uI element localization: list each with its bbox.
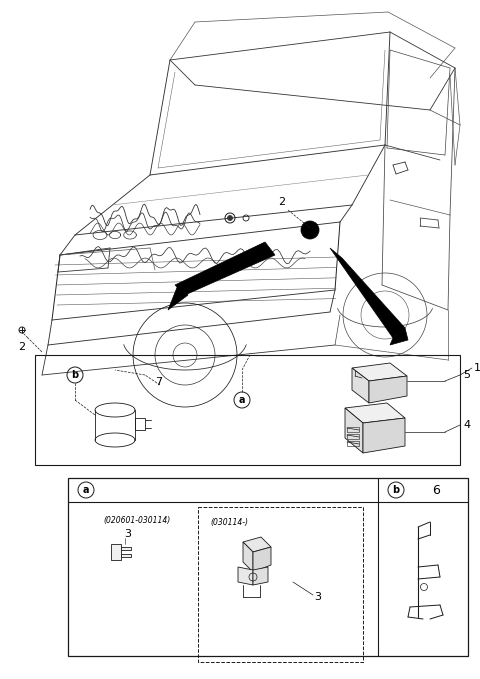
Bar xyxy=(347,427,359,432)
Polygon shape xyxy=(363,418,405,453)
Polygon shape xyxy=(243,542,253,572)
Polygon shape xyxy=(352,363,407,381)
Bar xyxy=(347,441,359,446)
Text: b: b xyxy=(393,485,399,495)
Bar xyxy=(35,355,460,465)
Polygon shape xyxy=(111,544,121,560)
Bar xyxy=(347,434,359,439)
Text: a: a xyxy=(83,485,89,495)
Text: (030114-): (030114-) xyxy=(210,517,248,526)
Polygon shape xyxy=(253,547,271,572)
Text: 3: 3 xyxy=(124,529,132,539)
Polygon shape xyxy=(121,554,131,557)
Polygon shape xyxy=(369,376,407,403)
Polygon shape xyxy=(390,328,408,345)
Text: 4: 4 xyxy=(463,420,470,430)
Text: 3: 3 xyxy=(314,592,322,602)
Text: 2: 2 xyxy=(278,197,286,207)
Polygon shape xyxy=(253,567,268,585)
Bar xyxy=(68,478,468,656)
Text: b: b xyxy=(72,370,79,380)
Polygon shape xyxy=(168,285,188,310)
Polygon shape xyxy=(175,242,275,295)
Text: 7: 7 xyxy=(155,377,162,387)
Bar xyxy=(198,507,363,662)
Text: 5: 5 xyxy=(463,370,470,380)
Text: a: a xyxy=(239,395,245,405)
Circle shape xyxy=(301,221,319,239)
Polygon shape xyxy=(243,537,271,552)
Text: (020601-030114): (020601-030114) xyxy=(103,515,170,524)
Polygon shape xyxy=(345,403,405,423)
Text: 2: 2 xyxy=(18,342,25,352)
Text: 1: 1 xyxy=(474,363,480,373)
Bar xyxy=(135,418,145,430)
Polygon shape xyxy=(121,547,131,550)
Circle shape xyxy=(228,215,232,221)
Polygon shape xyxy=(238,567,253,585)
Text: 6: 6 xyxy=(432,483,440,496)
Polygon shape xyxy=(352,368,369,403)
Polygon shape xyxy=(330,248,405,338)
Polygon shape xyxy=(345,408,363,453)
